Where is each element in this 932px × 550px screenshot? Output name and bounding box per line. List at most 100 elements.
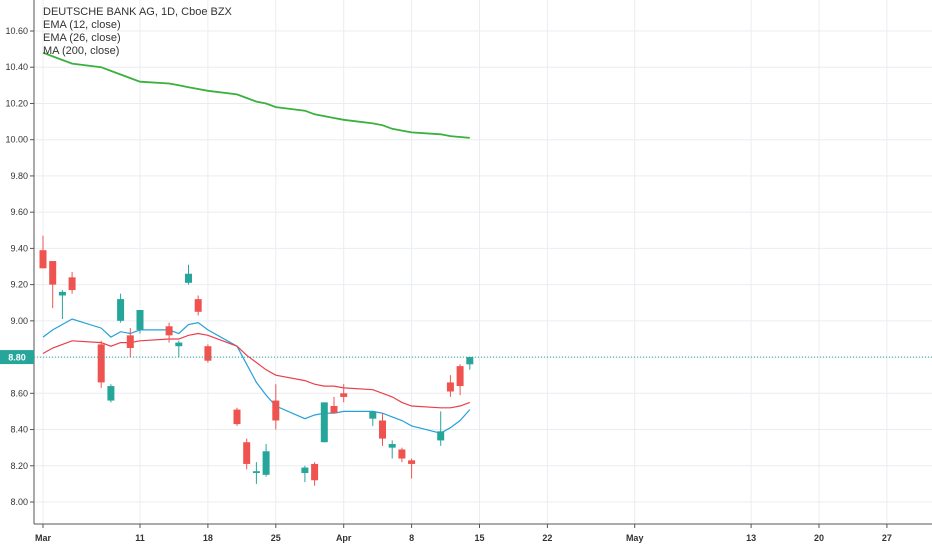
- candle-body: [379, 420, 386, 439]
- candle: [408, 458, 416, 479]
- chart-grid: [34, 0, 932, 524]
- last-price-marker: 8.80: [0, 350, 932, 365]
- candle-body: [107, 386, 115, 401]
- x-tick-label: Mar: [35, 533, 52, 543]
- candle: [185, 264, 192, 285]
- candle: [311, 462, 319, 486]
- candle: [398, 447, 406, 463]
- candle: [204, 344, 212, 363]
- x-tick-label: May: [626, 533, 644, 543]
- candle-body: [330, 405, 338, 414]
- ema12-line: [42, 318, 471, 434]
- y-tick-label: 8.20: [10, 461, 28, 471]
- last-price-label: 8.80: [8, 353, 26, 363]
- candle-body: [311, 463, 319, 481]
- candle-body: [126, 335, 134, 349]
- candle: [165, 322, 173, 343]
- candle: [252, 462, 260, 484]
- candle: [330, 396, 338, 414]
- y-tick-label: 10.00: [5, 135, 28, 145]
- y-tick-label: 9.80: [10, 171, 28, 181]
- candle-body: [185, 273, 192, 283]
- x-tick-label: 8: [409, 533, 414, 543]
- last-price-badge: [0, 350, 34, 365]
- candle-body: [204, 346, 212, 361]
- y-tick-label: 9.40: [10, 243, 28, 253]
- legend-ema12: EMA (12, close): [43, 19, 121, 31]
- candle-body: [437, 431, 445, 441]
- candle: [233, 407, 241, 426]
- candle-body: [49, 261, 57, 285]
- candle: [446, 375, 454, 397]
- candle-body: [252, 471, 260, 474]
- candle-body: [194, 299, 202, 312]
- candle: [194, 295, 202, 316]
- candle: [456, 364, 464, 396]
- candle: [58, 290, 66, 320]
- candle: [369, 411, 377, 426]
- candle: [49, 261, 57, 309]
- x-tick-label: 13: [746, 533, 756, 543]
- y-tick-label: 9.20: [10, 280, 28, 290]
- candle-body: [68, 277, 76, 291]
- candle-body: [456, 366, 464, 387]
- candle-body: [39, 250, 47, 269]
- candle: [107, 384, 115, 403]
- candle-body: [272, 400, 280, 421]
- candle-body: [398, 449, 406, 459]
- candle: [262, 444, 270, 477]
- candle-body: [369, 411, 377, 419]
- candle-body: [466, 357, 474, 365]
- candle: [175, 340, 183, 358]
- chart-legend: DEUTSCHE BANK AG, 1D, Cboe BZX EMA (12, …: [43, 6, 232, 58]
- candles: [39, 235, 474, 486]
- candle: [466, 357, 474, 370]
- time-axis: Mar 11 18 25 Apr 8 15 22 May 13 20 27: [34, 523, 932, 543]
- candle: [388, 440, 396, 459]
- x-tick-label: 20: [814, 533, 824, 543]
- candle: [437, 411, 445, 446]
- x-tick-label: 15: [474, 533, 484, 543]
- ema26-line: [42, 332, 471, 409]
- x-tick-label: 27: [882, 533, 892, 543]
- x-tick-label: Apr: [336, 533, 352, 543]
- candle-body: [301, 467, 309, 474]
- candle-body: [243, 442, 251, 464]
- candle-body: [175, 342, 183, 347]
- candle: [272, 384, 280, 430]
- legend-ma200: MA (200, close): [43, 45, 120, 57]
- y-tick-label: 10.60: [5, 26, 28, 36]
- chart-title: DEUTSCHE BANK AG, 1D, Cboe BZX: [43, 6, 232, 18]
- x-tick-label: 25: [271, 533, 281, 543]
- candle-body: [58, 291, 66, 296]
- y-tick-label: 8.40: [10, 425, 28, 435]
- candle-body: [320, 402, 328, 443]
- candle-body: [97, 344, 105, 383]
- y-tick-label: 9.60: [10, 207, 28, 217]
- price-axis: 8.00 8.20 8.40 8.60 8.80 9.00 9.20 9.40 9.60 9.80…: [5, 0, 35, 524]
- candle-body: [408, 460, 416, 464]
- y-tick-label: 10.40: [5, 62, 28, 72]
- candle-body: [117, 299, 125, 321]
- candle: [126, 328, 134, 358]
- candle: [97, 340, 105, 388]
- candle: [379, 413, 386, 446]
- candle-body: [262, 451, 270, 475]
- candle: [68, 271, 76, 294]
- legend-ema26: EMA (26, close): [43, 32, 121, 44]
- candle-body: [388, 444, 396, 448]
- candle: [301, 465, 309, 483]
- y-tick-label: 9.00: [10, 316, 28, 326]
- candle-body: [233, 409, 241, 425]
- candle: [39, 235, 47, 269]
- y-tick-label: 10.20: [5, 98, 28, 108]
- candle: [136, 309, 144, 334]
- candle-body: [165, 326, 173, 336]
- candle-body: [136, 309, 144, 330]
- x-tick-label: 18: [203, 533, 213, 543]
- y-tick-label: 8.60: [10, 388, 28, 398]
- ma200-line: [42, 51, 470, 139]
- candle-body: [446, 382, 454, 392]
- candle: [340, 384, 348, 403]
